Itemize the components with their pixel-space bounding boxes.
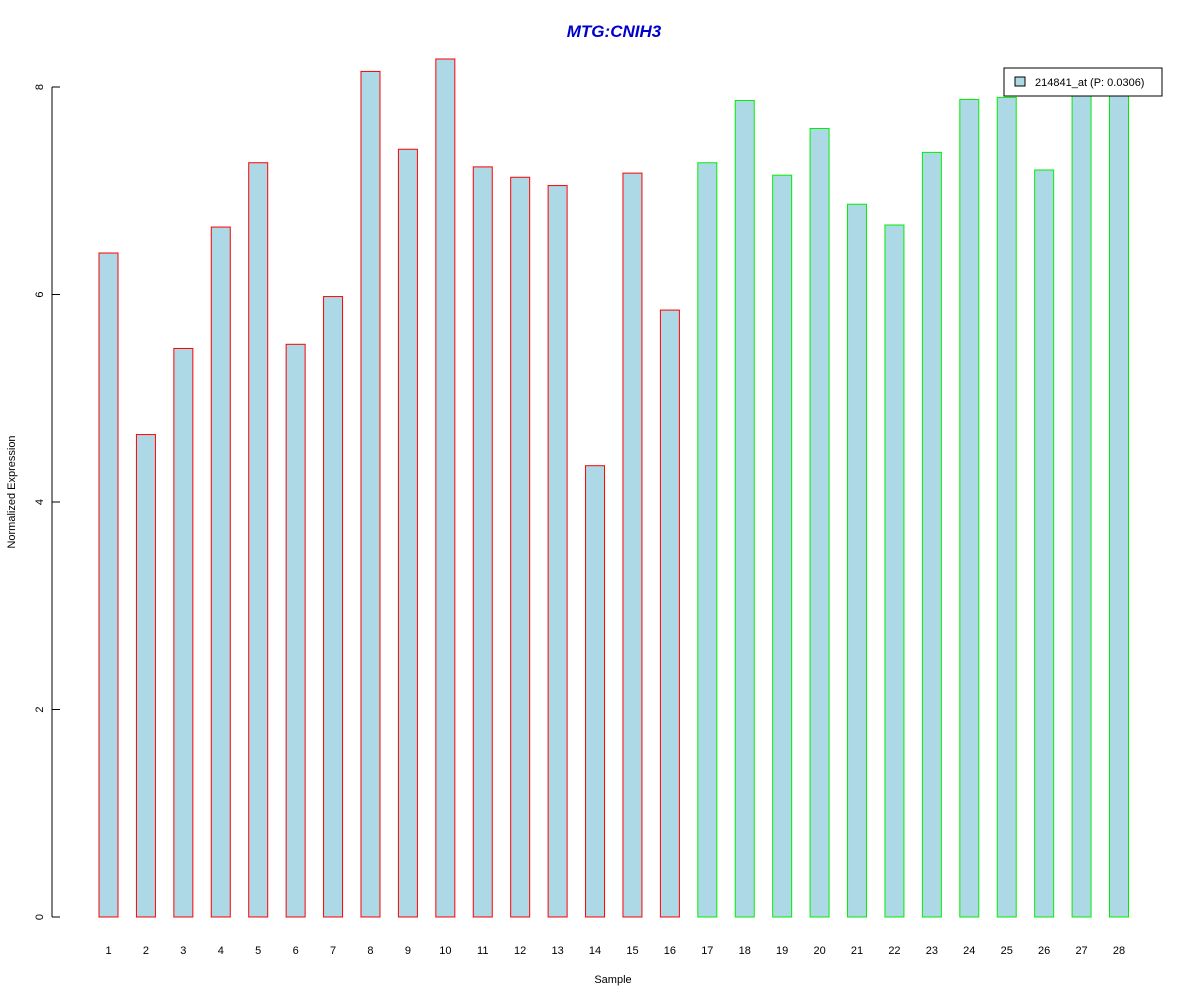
bar-sample-2: [135, 434, 156, 918]
bar-sample-8: [360, 70, 381, 918]
x-tick-label: 17: [701, 945, 713, 957]
x-tick-label: 2: [143, 945, 149, 957]
bar-sample-19: [772, 174, 793, 918]
legend: 214841_at (P: 0.0306): [1003, 67, 1163, 97]
bar-sample-10: [435, 58, 456, 918]
x-tick-label: 27: [1075, 945, 1087, 957]
x-tick-label: 25: [1001, 945, 1013, 957]
bar-sample-25: [996, 96, 1017, 918]
x-tick-label: 10: [439, 945, 451, 957]
bar-sample-15: [622, 172, 643, 918]
x-tick-label: 16: [664, 945, 676, 957]
x-tick-label: 13: [551, 945, 563, 957]
x-tick-labels: 1 2 3 4 5 6 7 8 9 10 11 12 13 14 15 16 17 18 19 20 21 22 23 24 2…: [105, 945, 1125, 957]
x-tick-label: 26: [1038, 945, 1050, 957]
bar-sample-16: [659, 309, 680, 918]
x-tick-label: 18: [739, 945, 751, 957]
bar-sample-3: [173, 347, 194, 918]
y-tick-label: 6: [34, 291, 46, 297]
x-tick-label: 19: [776, 945, 788, 957]
bar-sample-6: [285, 343, 306, 918]
bar-sample-7: [323, 296, 344, 918]
bar-sample-21: [847, 203, 868, 918]
x-tick-label: 22: [888, 945, 900, 957]
bar-sample-5: [248, 162, 269, 918]
x-tick-label: 20: [813, 945, 825, 957]
x-tick-label: 15: [626, 945, 638, 957]
legend-box: [1003, 67, 1163, 97]
legend-label: 214841_at (P: 0.0306): [1035, 77, 1144, 89]
bar-sample-20: [809, 128, 830, 918]
x-tick-label: 6: [293, 945, 299, 957]
bar-sample-18: [734, 99, 755, 918]
y-tick-label: 0: [34, 914, 46, 920]
y-tick-label: 8: [34, 84, 46, 90]
legend-swatch: [1014, 76, 1026, 87]
x-tick-label: 3: [180, 945, 186, 957]
y-axis: 0 2 4 6 8: [34, 84, 60, 920]
bars: [98, 58, 1129, 918]
y-axis-label: Normalized Expression: [6, 435, 18, 548]
x-tick-label: 21: [851, 945, 863, 957]
x-axis-label: Sample: [594, 974, 631, 986]
bar-sample-28: [1109, 93, 1129, 918]
bar-sample-17: [697, 162, 718, 918]
y-tick-label: 4: [34, 499, 46, 505]
x-tick-label: 11: [477, 945, 488, 957]
x-tick-label: 8: [367, 945, 373, 957]
x-tick-label: 1: [105, 945, 111, 957]
x-tick-label: 12: [514, 945, 526, 957]
bar-sample-11: [472, 166, 493, 918]
chart-title: MTG:CNIH3: [567, 22, 662, 41]
bar-sample-1: [98, 252, 119, 918]
x-tick-label: 14: [589, 945, 601, 957]
bar-sample-22: [884, 224, 905, 918]
bar-sample-14: [585, 465, 606, 918]
x-tick-label: 23: [926, 945, 938, 957]
bar-sample-27: [1071, 91, 1092, 918]
bar-sample-9: [397, 148, 418, 918]
x-tick-label: 24: [963, 945, 975, 957]
x-tick-label: 7: [330, 945, 336, 957]
x-tick-label: 28: [1113, 945, 1125, 957]
y-tick-label: 2: [34, 706, 46, 712]
bar-sample-26: [1034, 169, 1055, 918]
x-tick-label: 4: [218, 945, 224, 957]
x-tick-label: 9: [405, 945, 411, 957]
bar-sample-24: [959, 98, 980, 918]
bar-sample-23: [921, 151, 942, 918]
bar-sample-4: [210, 226, 231, 918]
x-tick-label: 5: [255, 945, 261, 957]
bar-sample-12: [510, 176, 531, 918]
bar-sample-13: [547, 185, 568, 918]
